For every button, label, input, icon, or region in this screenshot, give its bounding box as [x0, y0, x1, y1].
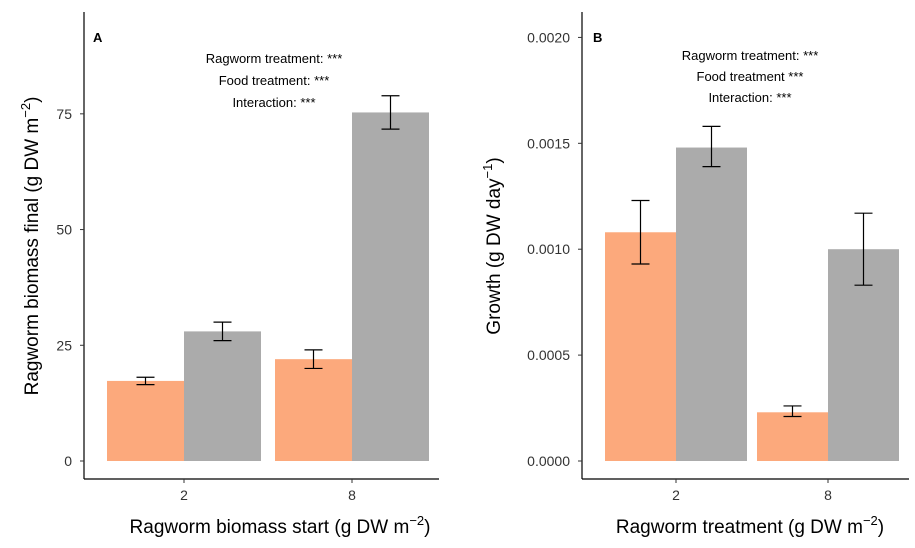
- error-bar: [304, 349, 323, 370]
- error-bar: [213, 321, 232, 342]
- error-bar: [631, 199, 650, 265]
- y-tick-label: 0.0010: [527, 241, 570, 257]
- y-tick-label: 0.0020: [527, 29, 570, 45]
- annotation-food-treatment: Food treatment ***: [697, 69, 804, 84]
- error-bar: [702, 125, 721, 168]
- annotation-food-treatment: Food treatment: ***: [219, 73, 330, 88]
- bar: [275, 359, 352, 461]
- x-axis-title: Ragworm treatment (g DW m−2): [616, 513, 884, 538]
- y-tick-label: 0.0000: [527, 453, 570, 469]
- y-tick-label: 50: [56, 222, 72, 238]
- y-tick-label: 0: [64, 453, 72, 469]
- y-tick-label: 75: [56, 106, 72, 122]
- x-tick-label: 2: [672, 487, 680, 503]
- bar: [676, 147, 747, 461]
- panel-letter-a: A: [93, 30, 103, 45]
- x-tick-label: 8: [824, 487, 832, 503]
- x-tick-label: 2: [180, 487, 188, 503]
- bar: [107, 380, 184, 461]
- annotation-interaction: Interaction: ***: [708, 90, 791, 105]
- y-axis-title: Ragworm biomass final (g DW m−2): [18, 97, 43, 396]
- error-bar: [783, 405, 802, 418]
- bar: [184, 331, 261, 461]
- error-bar: [136, 376, 155, 386]
- panel-letter-b: B: [593, 30, 602, 45]
- panel-a: A Ragworm treatment: *** Food treatment:…: [18, 12, 439, 538]
- annotation-ragworm-treatment: Ragworm treatment: ***: [682, 48, 819, 63]
- y-tick-label: 25: [56, 337, 72, 353]
- panel-b: B Ragworm treatment: *** Food treatment …: [480, 12, 909, 538]
- y-tick-label: 0.0015: [527, 135, 570, 151]
- y-tick-label: 0.0005: [527, 347, 570, 363]
- bar: [605, 232, 676, 461]
- bar: [352, 112, 429, 462]
- x-tick-label: 8: [348, 487, 356, 503]
- annotation-interaction: Interaction: ***: [232, 95, 315, 110]
- x-axis-title: Ragworm biomass start (g DW m−2): [130, 513, 431, 538]
- error-bar: [381, 95, 400, 130]
- y-axis-title: Growth (g DW day−1): [480, 157, 505, 334]
- error-bar: [854, 212, 873, 286]
- bar: [757, 412, 828, 461]
- annotation-ragworm-treatment: Ragworm treatment: ***: [206, 51, 343, 66]
